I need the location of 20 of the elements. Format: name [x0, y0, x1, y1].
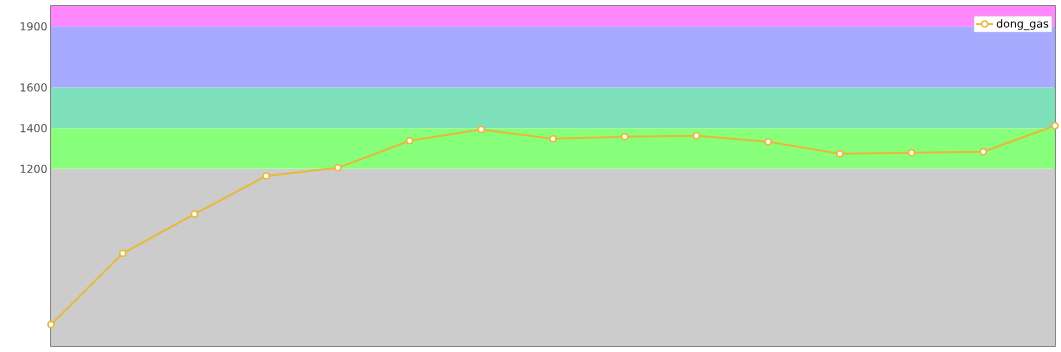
- y-tick-label: 1600: [20, 83, 47, 92]
- point: [47, 320, 55, 329]
- point: [1051, 121, 1059, 130]
- point: [979, 148, 988, 156]
- point: [764, 138, 772, 146]
- point: [477, 125, 486, 134]
- y-tick-label: 1200: [20, 164, 47, 174]
- point: [907, 149, 916, 157]
- point: [118, 249, 127, 258]
- point: [549, 134, 557, 143]
- point: [620, 132, 629, 141]
- y-tick-label: 1400: [20, 123, 47, 133]
- y-tick-label: 1900: [20, 22, 47, 31]
- point: [836, 150, 844, 158]
- point: [405, 137, 414, 145]
- point: [262, 172, 270, 180]
- legend-label: dong_gas: [996, 19, 1049, 31]
- point: [692, 131, 701, 140]
- point: [190, 210, 199, 218]
- point: [334, 164, 342, 172]
